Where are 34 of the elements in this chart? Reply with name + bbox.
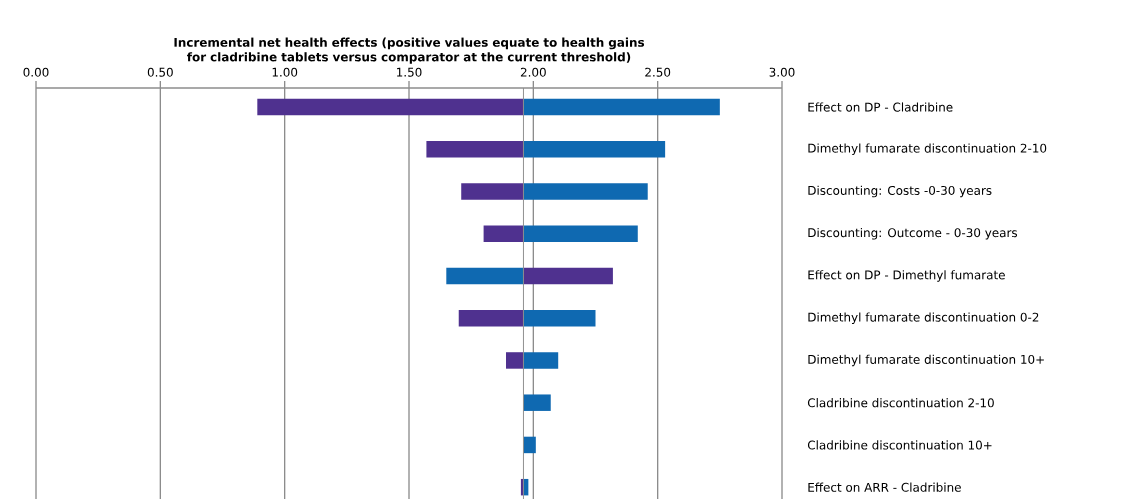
bar — [523, 436, 536, 454]
bar — [458, 309, 524, 327]
x-tick-label: 1.00 — [272, 67, 298, 77]
bar — [257, 98, 524, 116]
y-tick-label: Cladribine discontinuation 2-10 — [807, 398, 994, 408]
bar — [523, 309, 596, 327]
x-tick-label: 3.00 — [769, 67, 795, 77]
y-tick-label: Discounting: Costs -0-30 years — [808, 185, 992, 198]
y-tick-label: Dimethyl fumarate discontinuation 10+ — [808, 354, 1044, 367]
y-tick-label: Discounting: Outcome - 0-30 years — [808, 227, 1018, 240]
chart-title: Incremental net health effects (positive values equate to health gains for cladribine tablets versus comparator at the current threshold) — [174, 37, 645, 64]
bar — [461, 183, 524, 200]
x-tick-label: 2.00 — [520, 67, 546, 77]
bar — [446, 267, 524, 285]
bar — [523, 141, 666, 158]
bar — [523, 352, 559, 369]
x-tick-label: 0.50 — [147, 67, 173, 77]
bar — [523, 394, 551, 411]
bar — [523, 98, 720, 116]
y-tick-label: Effect on DP - Dimethyl fumarate — [808, 270, 1005, 282]
y-tick-label: Effect on ARR - Cladribine — [808, 482, 961, 492]
y-tick-label: Effect on DP - Cladribine — [808, 102, 953, 112]
x-tick-label: 2.50 — [645, 67, 671, 77]
y-tick-label: Dimethyl fumarate discontinuation 2-10 — [808, 143, 1047, 156]
bar — [426, 141, 524, 158]
bar — [523, 267, 613, 285]
x-tick-label: 1.50 — [397, 67, 422, 77]
bar — [523, 183, 648, 200]
x-tick-label: 0.00 — [23, 67, 49, 77]
bar — [523, 225, 638, 242]
y-tick-label: Cladribine discontinuation 10+ — [807, 440, 992, 450]
y-tick-label: Dimethyl fumarate discontinuation 0-2 — [808, 312, 1039, 324]
bar — [505, 352, 524, 369]
bar — [483, 225, 524, 242]
